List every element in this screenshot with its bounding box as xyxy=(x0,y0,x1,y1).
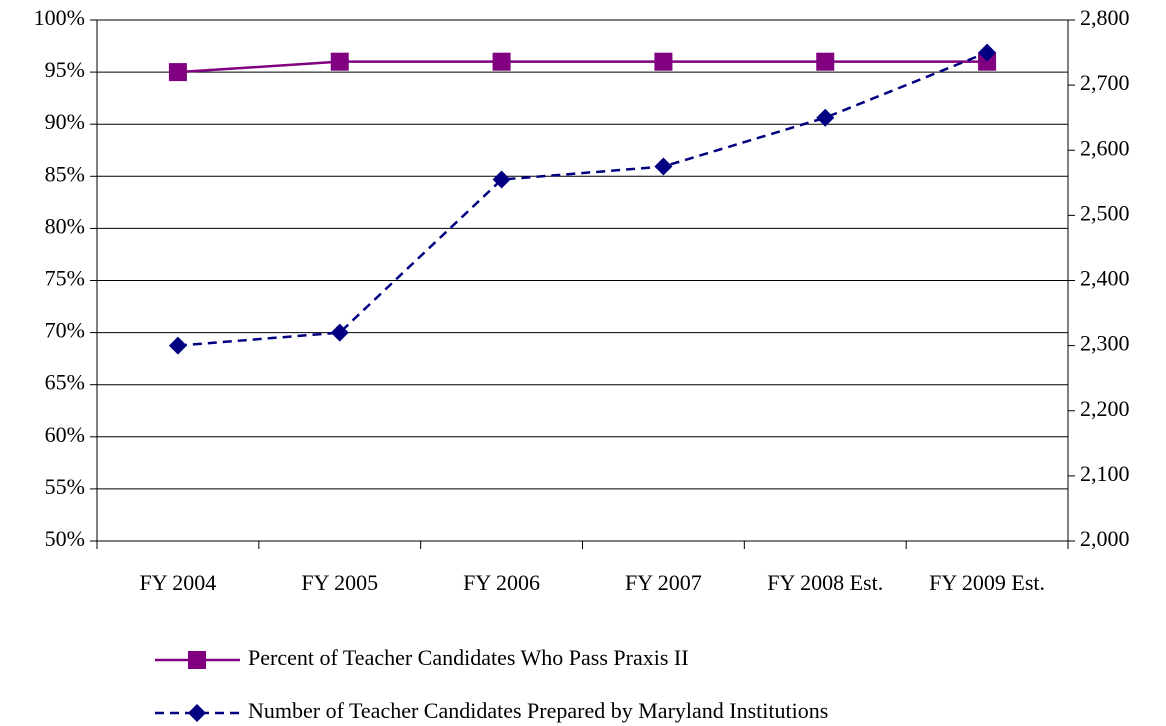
y-tick-label: 95% xyxy=(45,57,85,82)
y-tick-label: 75% xyxy=(45,266,85,291)
x-tick-label: FY 2006 xyxy=(463,570,540,595)
y2-tick-label: 2,600 xyxy=(1080,135,1130,160)
y2-tick-label: 2,200 xyxy=(1080,396,1130,421)
y2-tick-label: 2,500 xyxy=(1080,200,1130,225)
y2-tick-label: 2,800 xyxy=(1080,5,1130,30)
y2-tick-label: 2,000 xyxy=(1080,526,1130,551)
y-tick-label: 100% xyxy=(34,5,85,30)
marker xyxy=(654,157,673,176)
legend-marker xyxy=(188,651,206,669)
marker xyxy=(654,52,673,71)
marker xyxy=(978,43,997,62)
y2-tick-label: 2,100 xyxy=(1080,461,1130,486)
marker xyxy=(330,52,349,71)
legend-label: Number of Teacher Candidates Prepared by… xyxy=(248,698,828,723)
y2-tick-label: 2,300 xyxy=(1080,331,1130,356)
x-tick-label: FY 2008 Est. xyxy=(767,570,883,595)
y-tick-label: 55% xyxy=(45,474,85,499)
x-tick-label: FY 2009 Est. xyxy=(929,570,1045,595)
x-tick-label: FY 2007 xyxy=(625,570,702,595)
legend-label: Percent of Teacher Candidates Who Pass P… xyxy=(248,645,689,670)
marker xyxy=(168,336,187,355)
marker xyxy=(492,170,511,189)
y-tick-label: 50% xyxy=(45,526,85,551)
y2-tick-label: 2,700 xyxy=(1080,70,1130,95)
y2-tick-label: 2,400 xyxy=(1080,266,1130,291)
marker xyxy=(492,52,511,71)
y-tick-label: 60% xyxy=(45,422,85,447)
y-tick-label: 85% xyxy=(45,161,85,186)
y-tick-label: 90% xyxy=(45,109,85,134)
series-line xyxy=(177,51,988,347)
marker xyxy=(816,52,835,71)
legend-marker xyxy=(188,704,206,722)
marker xyxy=(978,52,997,71)
y-tick-label: 65% xyxy=(45,370,85,395)
series-line xyxy=(177,60,988,74)
x-tick-label: FY 2004 xyxy=(140,570,217,595)
x-tick-label: FY 2005 xyxy=(301,570,378,595)
marker xyxy=(816,108,835,127)
marker xyxy=(330,323,349,342)
y-tick-label: 80% xyxy=(45,213,85,238)
y-tick-label: 70% xyxy=(45,318,85,343)
marker xyxy=(168,63,187,82)
